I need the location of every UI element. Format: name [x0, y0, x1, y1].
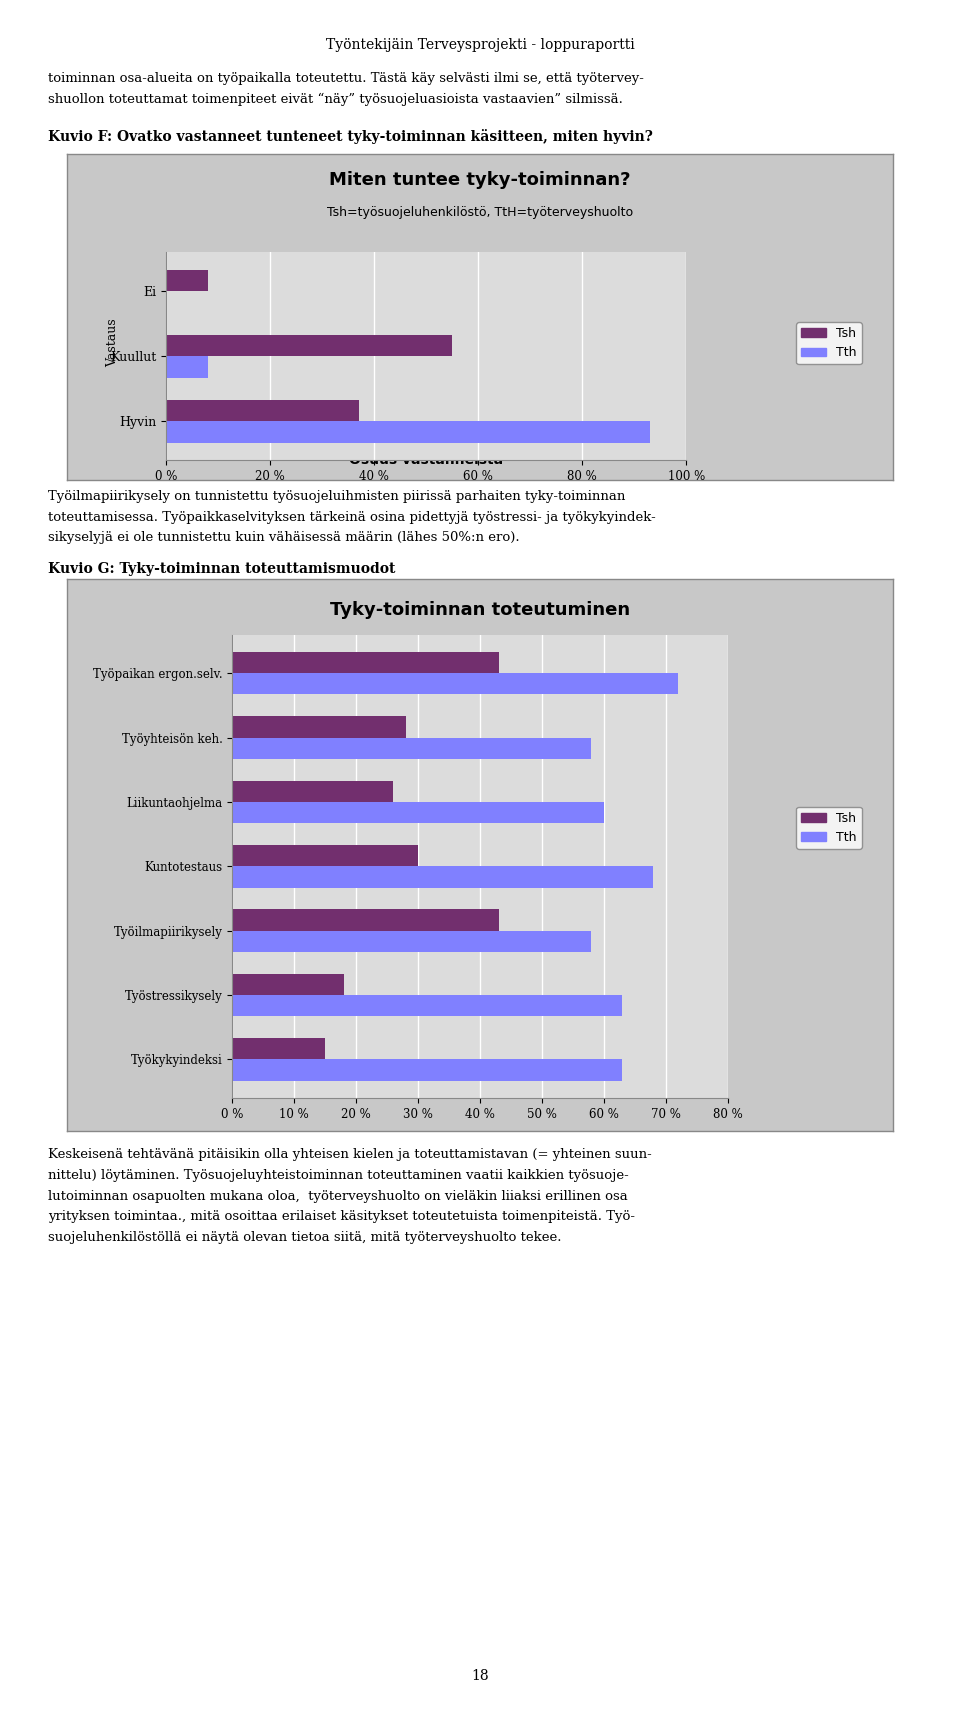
Text: Kuvio F: Ovatko vastanneet tunteneet tyky-toiminnan käsitteen, miten hyvin?: Kuvio F: Ovatko vastanneet tunteneet tyk…: [48, 129, 653, 144]
Text: shuollon toteuttamat toimenpiteet eivät “näy” työsuojeluasioista vastaavien” sil: shuollon toteuttamat toimenpiteet eivät …: [48, 93, 623, 106]
Text: Työntekijäin Terveysprojekti - loppuraportti: Työntekijäin Terveysprojekti - loppurapo…: [325, 38, 635, 51]
Text: Tsh=työsuojeluhenkilöstö, TtH=työterveyshuolto: Tsh=työsuojeluhenkilöstö, TtH=työterveys…: [327, 206, 633, 219]
Text: 18: 18: [471, 1669, 489, 1683]
Text: yrityksen toimintaa., mitä osoittaa erilaiset käsitykset toteutetuista toimenpit: yrityksen toimintaa., mitä osoittaa eril…: [48, 1210, 635, 1224]
Text: toiminnan osa-alueita on työpaikalla toteutettu. Tästä käy selvästi ilmi se, ett: toiminnan osa-alueita on työpaikalla tot…: [48, 72, 644, 86]
Text: nittelu) löytäminen. Työsuojeluyhteistoiminnan toteuttaminen vaatii kaikkien työ: nittelu) löytäminen. Työsuojeluyhteistoi…: [48, 1169, 629, 1183]
Text: Tyky-toiminnan toteutuminen: Tyky-toiminnan toteutuminen: [330, 602, 630, 619]
Text: suojeluhenkilöstöllä ei näytä olevan tietoa siitä, mitä työterveyshuolto tekee.: suojeluhenkilöstöllä ei näytä olevan tie…: [48, 1231, 562, 1244]
Text: toteuttamisessa. Työpaikkaselvityksen tärkeinä osina pidettyjä työstressi- ja ty: toteuttamisessa. Työpaikkaselvityksen tä…: [48, 511, 656, 524]
Text: Vastaus: Vastaus: [107, 319, 119, 367]
Text: Osuus vastanneista: Osuus vastanneista: [349, 452, 503, 466]
Text: Miten tuntee tyky-toiminnan?: Miten tuntee tyky-toiminnan?: [329, 171, 631, 189]
Legend: Tsh, Tth: Tsh, Tth: [796, 322, 862, 365]
Text: lutoiminnan osapuolten mukana oloa,  työterveyshuolto on vieläkin liiaksi erilli: lutoiminnan osapuolten mukana oloa, työt…: [48, 1190, 628, 1203]
Legend: Tsh, Tth: Tsh, Tth: [796, 807, 862, 848]
Text: sikyselyjä ei ole tunnistettu kuin vähäisessä määrin (lähes 50%:n ero).: sikyselyjä ei ole tunnistettu kuin vähäi…: [48, 531, 519, 545]
Text: Keskeisenä tehtävänä pitäisikin olla yhteisen kielen ja toteuttamistavan (= yhte: Keskeisenä tehtävänä pitäisikin olla yht…: [48, 1148, 652, 1162]
Text: Työilmapiirikysely on tunnistettu työsuojeluihmisten piirissä parhaiten tyky-toi: Työilmapiirikysely on tunnistettu työsuo…: [48, 490, 625, 504]
Text: Kuvio G: Tyky-toiminnan toteuttamismuodot: Kuvio G: Tyky-toiminnan toteuttamismuodo…: [48, 562, 396, 576]
